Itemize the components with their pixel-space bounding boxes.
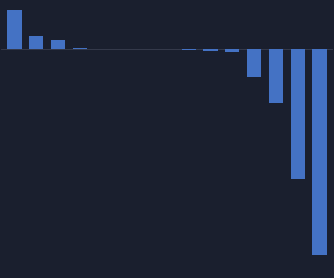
Bar	[225, 49, 239, 52]
Bar	[269, 49, 283, 103]
Bar	[291, 49, 305, 179]
Bar	[203, 49, 218, 51]
Bar	[73, 48, 87, 49]
Bar	[312, 49, 327, 255]
Bar	[247, 49, 261, 77]
Bar	[29, 36, 43, 49]
Bar	[51, 40, 65, 49]
Bar	[182, 49, 196, 50]
Bar	[7, 10, 22, 49]
